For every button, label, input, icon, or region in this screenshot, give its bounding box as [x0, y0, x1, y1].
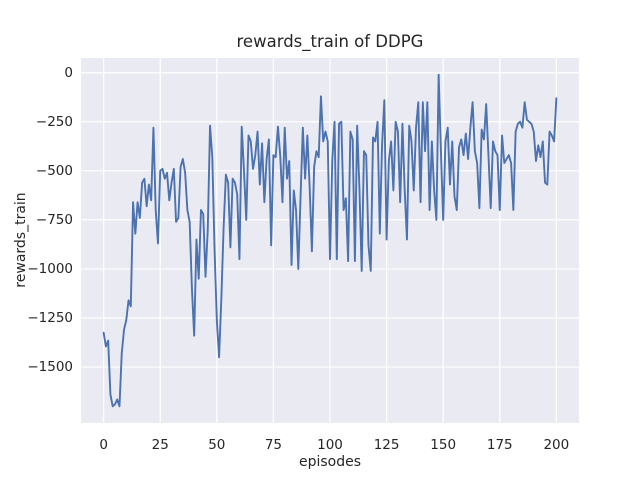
y-tick-label: −250 — [35, 113, 73, 130]
x-tick-label: 100 — [317, 437, 343, 453]
rewards-train-line-series — [102, 73, 558, 408]
x-axis-label: episodes — [298, 454, 362, 470]
x-tick-label: 0 — [99, 437, 108, 453]
y-tick-label: −1500 — [27, 359, 73, 376]
x-tick-label: 50 — [208, 437, 226, 453]
x-tick-label: 175 — [486, 437, 513, 453]
x-tick-label: 75 — [264, 437, 282, 453]
y-tick-label: −1250 — [27, 310, 73, 326]
y-tick-label: 0 — [64, 64, 73, 81]
plot-area — [81, 58, 579, 423]
x-tick-label: 200 — [543, 437, 570, 453]
y-tick-label: −750 — [35, 211, 73, 228]
y-tick-label: −500 — [35, 162, 73, 179]
x-tick-label: 25 — [151, 437, 169, 453]
line-chart-svg — [81, 58, 579, 423]
x-tick-label: 150 — [430, 437, 457, 453]
y-axis-label: rewards_train — [13, 192, 29, 288]
x-tick-label: 125 — [373, 437, 400, 453]
chart-title: rewards_train of DDPG — [236, 32, 424, 51]
y-tick-label: −1000 — [27, 260, 73, 277]
